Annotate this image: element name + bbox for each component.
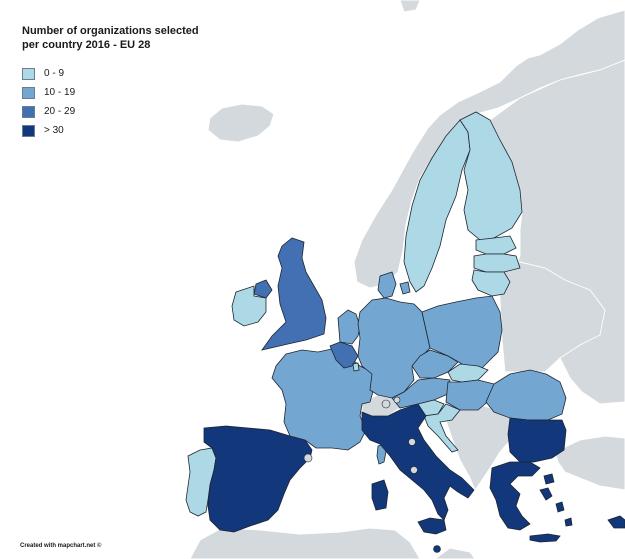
country-sicily[interactable]: [417, 517, 447, 535]
legend-item: 20 - 29: [22, 102, 212, 121]
legend-swatch: [22, 124, 35, 137]
country-lithuania[interactable]: [471, 269, 511, 297]
dot-malta: [433, 545, 441, 553]
belarus-ukraine-land: [497, 261, 606, 373]
legend-item: 10 - 19: [22, 83, 212, 102]
country-poland[interactable]: [421, 295, 503, 373]
dot-san-marino: [408, 438, 416, 446]
legend: Number of organizations selected per cou…: [22, 24, 212, 140]
country-estonia[interactable]: [475, 235, 517, 255]
svalbard-land: [399, 0, 421, 13]
country-greek-islands[interactable]: [539, 473, 573, 527]
north-africa-land: [189, 527, 421, 559]
legend-title: Number of organizations selected per cou…: [22, 25, 199, 51]
country-crete[interactable]: [529, 533, 561, 543]
country-united-kingdom[interactable]: [261, 237, 327, 351]
country-denmark[interactable]: [377, 271, 397, 299]
country-italy[interactable]: [361, 403, 475, 521]
country-hungary[interactable]: [445, 379, 495, 411]
legend-item: > 30: [22, 121, 212, 140]
country-spain[interactable]: [203, 425, 313, 533]
dot-monaco: [381, 399, 391, 409]
legend-item: 0 - 9: [22, 64, 212, 83]
country-germany[interactable]: [357, 297, 431, 399]
country-france[interactable]: [271, 347, 375, 451]
country-bulgaria[interactable]: [507, 417, 567, 463]
country-czechia[interactable]: [411, 349, 459, 379]
country-sardinia[interactable]: [371, 479, 389, 511]
country-northern-ireland[interactable]: [253, 279, 273, 299]
iceland-land: [207, 103, 275, 143]
country-slovakia[interactable]: [447, 363, 489, 383]
legend-label: 0 - 9: [44, 68, 65, 79]
country-romania[interactable]: [485, 369, 567, 421]
legend-label: 20 - 29: [44, 106, 76, 117]
country-latvia[interactable]: [473, 253, 521, 273]
country-croatia[interactable]: [423, 403, 461, 453]
country-luxembourg[interactable]: [352, 362, 360, 372]
country-cyprus[interactable]: [607, 515, 625, 529]
dot-vatican: [410, 466, 418, 474]
legend-swatch: [22, 105, 35, 118]
country-greece[interactable]: [489, 461, 541, 531]
non-eu-land: [189, 0, 625, 559]
legend-swatch: [22, 86, 35, 99]
country-ireland[interactable]: [231, 285, 267, 327]
dot-liechtenstein: [393, 396, 401, 404]
legend-label: > 30: [44, 125, 64, 136]
country-denmark-zealand[interactable]: [399, 281, 411, 295]
microstate-dots: [303, 396, 441, 553]
legend-swatch: [22, 67, 35, 80]
dot-andorra: [303, 453, 313, 463]
country-netherlands[interactable]: [337, 309, 361, 345]
sicily-africa-land: [434, 547, 476, 559]
eu-countries: [185, 111, 625, 543]
turkey-land: [554, 435, 625, 491]
norway-land: [353, 9, 625, 289]
credit-text: Created with mapchart.net ©: [20, 543, 102, 549]
legend-label: 10 - 19: [44, 87, 76, 98]
